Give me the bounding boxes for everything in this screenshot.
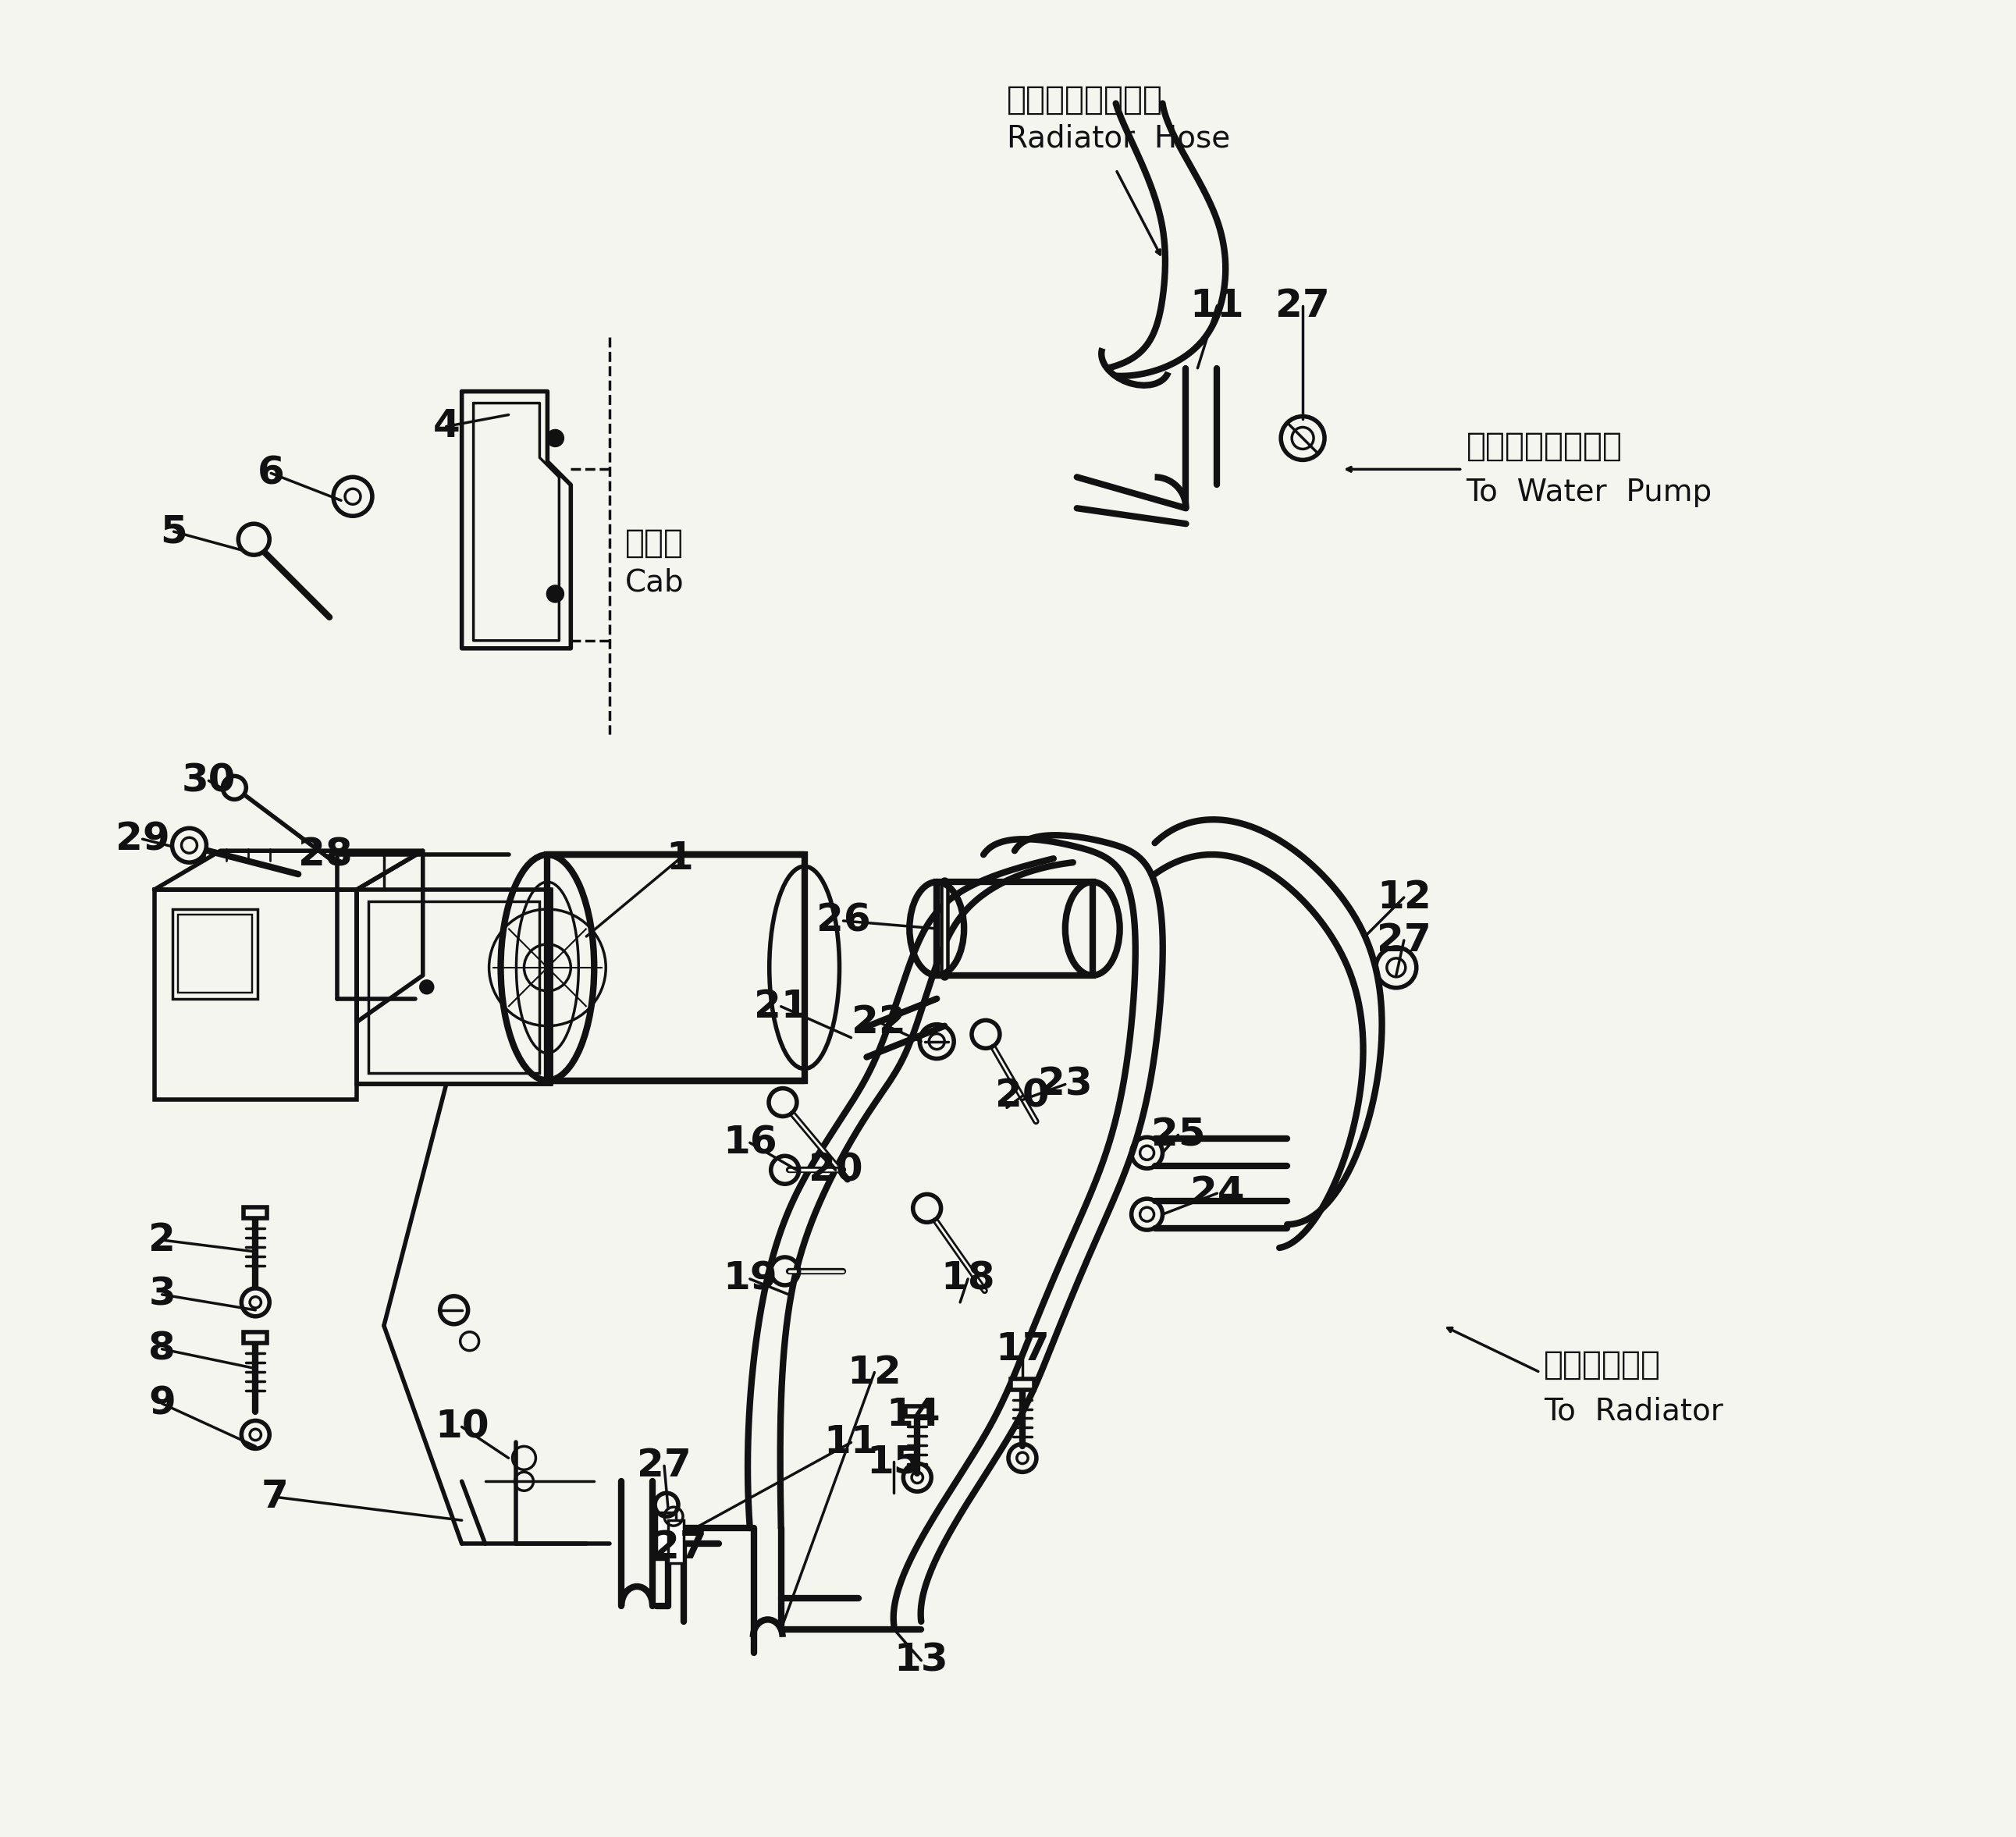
Circle shape xyxy=(171,828,206,862)
Text: 18: 18 xyxy=(941,1260,996,1297)
Bar xyxy=(937,882,1093,975)
Bar xyxy=(657,1512,675,1560)
Text: 27: 27 xyxy=(1377,922,1431,959)
Text: 25: 25 xyxy=(1151,1117,1206,1154)
Text: 23: 23 xyxy=(1038,1065,1093,1102)
Text: 13: 13 xyxy=(893,1642,948,1679)
Text: 15: 15 xyxy=(867,1444,921,1481)
Bar xyxy=(548,854,804,1080)
Text: 26: 26 xyxy=(816,902,871,939)
Text: 30: 30 xyxy=(181,762,236,799)
Text: 14: 14 xyxy=(887,1396,941,1435)
Bar xyxy=(244,1332,266,1343)
Text: 19: 19 xyxy=(722,1260,776,1297)
Text: キャブ: キャブ xyxy=(625,527,683,560)
Text: 1: 1 xyxy=(665,840,694,878)
Text: ラジエータホース: ラジエータホース xyxy=(1006,83,1163,116)
Text: 20: 20 xyxy=(808,1152,863,1189)
Text: 20: 20 xyxy=(996,1076,1050,1115)
Text: To  Radiator: To Radiator xyxy=(1544,1396,1724,1426)
Circle shape xyxy=(222,775,246,799)
Bar xyxy=(1010,1378,1034,1389)
Text: 9: 9 xyxy=(149,1385,175,1422)
Text: 22: 22 xyxy=(851,1003,905,1042)
Bar xyxy=(244,1207,266,1218)
Text: 10: 10 xyxy=(435,1409,490,1446)
Text: 12: 12 xyxy=(847,1354,901,1391)
Text: 24: 24 xyxy=(1189,1174,1244,1212)
Circle shape xyxy=(421,981,433,994)
Text: ラジエータヘ: ラジエータヘ xyxy=(1544,1348,1661,1381)
Bar xyxy=(177,915,252,992)
Bar xyxy=(171,909,258,999)
Text: 16: 16 xyxy=(722,1124,776,1161)
Text: 2: 2 xyxy=(149,1222,175,1258)
Circle shape xyxy=(548,430,562,446)
Text: 28: 28 xyxy=(298,836,353,873)
Bar xyxy=(369,902,540,1073)
Circle shape xyxy=(548,586,562,603)
Bar xyxy=(667,1521,683,1563)
Text: 29: 29 xyxy=(115,821,169,858)
Text: 11: 11 xyxy=(1189,287,1244,325)
Text: 6: 6 xyxy=(258,454,284,492)
Text: ウォータポンプヘ: ウォータポンプヘ xyxy=(1466,430,1623,463)
Text: Cab: Cab xyxy=(625,568,683,597)
Text: 3: 3 xyxy=(149,1277,175,1313)
Text: 8: 8 xyxy=(149,1330,175,1369)
Bar xyxy=(905,1405,929,1416)
Text: 4: 4 xyxy=(433,408,460,445)
Bar xyxy=(357,889,550,1084)
Text: 7: 7 xyxy=(262,1479,288,1516)
Circle shape xyxy=(238,524,270,555)
Bar xyxy=(153,889,357,1100)
Text: 27: 27 xyxy=(1276,287,1331,325)
Text: 5: 5 xyxy=(159,513,187,551)
Text: 27: 27 xyxy=(653,1528,708,1567)
Text: 27: 27 xyxy=(637,1448,691,1484)
Text: Radiator  Hose: Radiator Hose xyxy=(1006,123,1230,152)
Text: 12: 12 xyxy=(1377,878,1431,917)
Text: 17: 17 xyxy=(996,1330,1050,1369)
Text: To  Water  Pump: To Water Pump xyxy=(1466,478,1712,507)
Text: 11: 11 xyxy=(825,1424,879,1460)
Text: 21: 21 xyxy=(754,988,808,1025)
